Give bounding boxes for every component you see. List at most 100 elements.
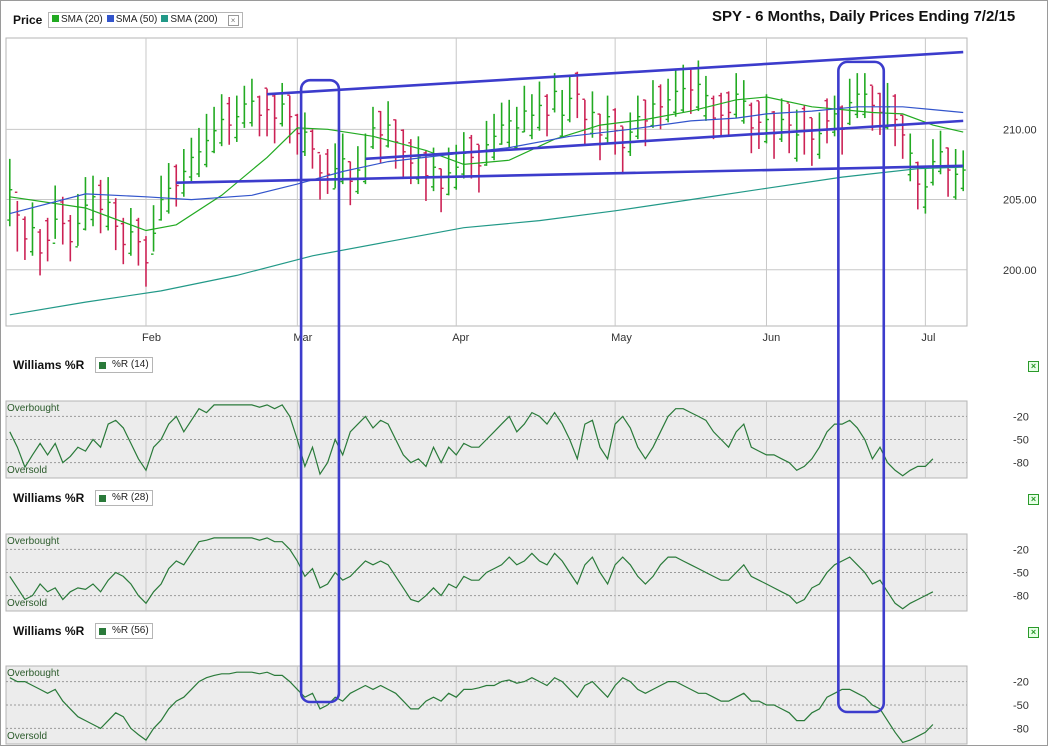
wr-line <box>9 537 934 610</box>
ohlc-bar <box>249 78 255 127</box>
ohlc-bar <box>514 106 520 151</box>
ohlc-bar <box>862 73 868 119</box>
ohlc-bar <box>960 150 966 192</box>
wr-line <box>9 671 934 744</box>
wr-line <box>9 404 934 477</box>
ohlc-bar <box>219 94 225 147</box>
x-tick-label: Apr <box>452 332 469 344</box>
ohlc-bar <box>173 164 179 207</box>
ohlc-bar <box>491 113 497 161</box>
legend-sma20: SMA (20) <box>52 13 103 27</box>
ohlc-bar <box>544 94 550 137</box>
ohlc-bar <box>143 236 149 287</box>
highlight-oval <box>299 78 341 704</box>
wr28-checkbox-icon[interactable]: × <box>1028 494 1039 505</box>
ohlc-bar <box>484 120 489 166</box>
sma-line-200 <box>9 166 964 316</box>
x-tick-label: May <box>611 332 632 344</box>
ohlc-bar <box>763 94 769 144</box>
wr-y-tick-label: -20 <box>1013 544 1029 556</box>
legend-sma20-swatch <box>52 15 59 22</box>
ohlc-bar <box>673 70 679 117</box>
chart-title: SPY - 6 Months, Daily Prices Ending 7/2/… <box>712 8 1016 25</box>
legend-sma50-swatch <box>106 15 114 22</box>
ohlc-bar <box>499 102 505 145</box>
x-tick-label: Feb <box>142 332 161 344</box>
legend-sma50: SMA (50) <box>106 13 157 27</box>
ohlc-bar <box>98 179 104 234</box>
wr-y-tick-label: -50 <box>1013 700 1029 712</box>
price-panel-label: Price <box>13 13 43 27</box>
wr56-checkbox-icon[interactable]: × <box>1028 627 1039 638</box>
ohlc-bar <box>370 106 376 149</box>
wr-y-tick-label: -80 <box>1013 591 1029 603</box>
ohlc-bar <box>506 99 512 148</box>
sma-line-50 <box>9 106 964 215</box>
ohlc-bar <box>22 216 28 260</box>
wr14-legend: %R (14) <box>95 357 153 373</box>
x-tick-label: Mar <box>293 332 312 344</box>
ohlc-bar <box>347 160 353 206</box>
ohlc-bar <box>151 205 157 255</box>
ohlc-bar <box>869 84 875 131</box>
ohlc-bar <box>892 94 898 147</box>
ohlc-bar <box>204 113 210 168</box>
ohlc-bar <box>446 147 452 196</box>
y-tick-label: 210.00 <box>1003 124 1037 136</box>
wr28-oversold-label: Oversold <box>7 598 48 609</box>
ohlc-bar <box>29 202 35 256</box>
wr14-checkbox-icon[interactable]: × <box>1028 361 1039 372</box>
wr56-panel-label: Williams %R <box>13 624 85 638</box>
ohlc-bar <box>294 113 300 155</box>
wr-y-tick-label: -80 <box>1013 458 1029 470</box>
wr56-legend-label: %R (56) <box>112 625 149 636</box>
wr28-overbought-label: Overbought <box>7 536 60 547</box>
ohlc-bar <box>582 98 588 145</box>
ohlc-bar <box>105 177 111 231</box>
ohlc-bar <box>809 116 815 166</box>
ohlc-bar <box>552 73 558 113</box>
ohlc-bar <box>930 139 936 186</box>
ohlc-bar <box>272 94 278 144</box>
price-legend: SMA (20) SMA (50) SMA (200) × <box>48 12 243 28</box>
wr14-legend-label: %R (14) <box>112 359 149 370</box>
ohlc-bar <box>529 94 535 140</box>
ohlc-bar <box>945 147 951 197</box>
ohlc-bar <box>196 127 202 178</box>
ohlc-bar <box>90 175 96 227</box>
ohlc-bar <box>355 146 361 194</box>
ohlc-bar <box>188 137 194 182</box>
ohlc-bar <box>521 85 527 133</box>
ohlc-bar <box>620 125 626 175</box>
trendline <box>365 119 964 161</box>
ohlc-bar <box>635 95 641 140</box>
wr14-overbought-label: Overbought <box>7 403 60 414</box>
wr-y-tick-label: -50 <box>1013 568 1029 580</box>
legend-sma200-label: SMA (200) <box>170 14 218 25</box>
legend-sma20-label: SMA (20) <box>61 14 103 25</box>
ohlc-bar <box>75 193 81 248</box>
wr14-panel-label: Williams %R <box>13 358 85 372</box>
ohlc-bar <box>794 109 800 162</box>
ohlc-bar <box>279 82 285 127</box>
ohlc-bar <box>650 80 656 128</box>
ohlc-bar <box>703 75 709 121</box>
highlight-oval <box>837 60 886 714</box>
ohlc-bar <box>128 207 134 256</box>
ohlc-bar <box>605 95 611 144</box>
ohlc-bar <box>559 89 565 137</box>
wr-y-tick-label: -80 <box>1013 723 1029 735</box>
close-icon[interactable]: × <box>227 14 239 26</box>
ohlc-bar <box>332 143 338 190</box>
ohlc-bar <box>113 198 119 251</box>
ohlc-bar <box>907 133 913 182</box>
ohlc-bar <box>317 151 323 200</box>
trendline <box>266 50 964 96</box>
legend-sma200-swatch <box>161 15 169 22</box>
trendline <box>176 164 964 185</box>
wr56-overbought-label: Overbought <box>7 668 60 679</box>
ohlc-bar <box>226 97 232 145</box>
wr-y-tick-label: -20 <box>1013 677 1029 689</box>
ohlc-bar <box>211 106 217 154</box>
